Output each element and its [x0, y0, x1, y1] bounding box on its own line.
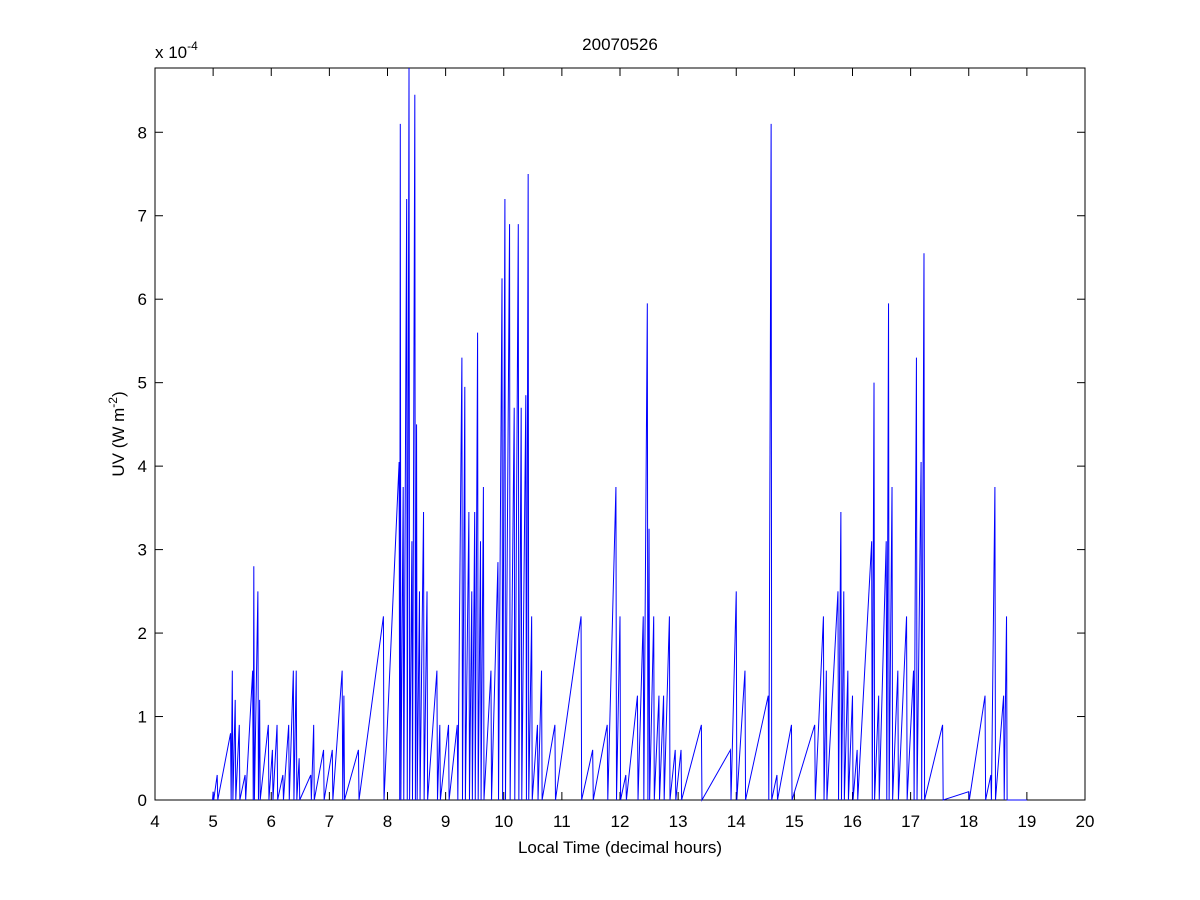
x-tick-label: 14 — [727, 812, 746, 831]
y-tick-label: 8 — [138, 123, 147, 142]
x-tick-label: 12 — [611, 812, 630, 831]
chart-title: 20070526 — [582, 35, 658, 54]
y-axis-label: UV (W m-2) — [106, 391, 128, 476]
y-tick-label: 4 — [138, 457, 147, 476]
y-tick-label: 1 — [138, 708, 147, 727]
x-tick-label: 19 — [1017, 812, 1036, 831]
x-tick-label: 6 — [267, 812, 276, 831]
x-tick-label: 5 — [208, 812, 217, 831]
x-tick-label: 18 — [959, 812, 978, 831]
x-tick-label: 11 — [553, 812, 571, 831]
x-axis-label: Local Time (decimal hours) — [518, 838, 722, 857]
x-tick-label: 17 — [901, 812, 920, 831]
y-tick-label: 7 — [138, 207, 147, 226]
y-tick-label: 5 — [138, 374, 147, 393]
x-tick-label: 7 — [325, 812, 334, 831]
x-tick-label: 9 — [441, 812, 450, 831]
y-tick-label: 0 — [138, 791, 147, 810]
x-tick-label: 16 — [843, 812, 862, 831]
y-tick-label: 3 — [138, 541, 147, 560]
y-axis-label-text: UV (W m — [109, 408, 128, 477]
data-line — [212, 67, 1027, 802]
y-tick-label: 6 — [138, 290, 147, 309]
y-multiplier-text: x 10 — [155, 43, 187, 62]
y-multiplier: x 10-4 — [155, 39, 198, 62]
x-tick-label: 13 — [669, 812, 688, 831]
y-tick-label: 2 — [138, 624, 147, 643]
y-multiplier-superscript: -4 — [187, 39, 198, 53]
x-tick-label: 10 — [494, 812, 513, 831]
x-tick-label: 4 — [150, 812, 159, 831]
y-axis-label-superscript: -2 — [106, 397, 120, 408]
x-tick-label: 20 — [1076, 812, 1095, 831]
y-axis-label-suffix: ) — [109, 391, 128, 397]
x-tick-label: 8 — [383, 812, 392, 831]
x-tick-label: 15 — [785, 812, 804, 831]
